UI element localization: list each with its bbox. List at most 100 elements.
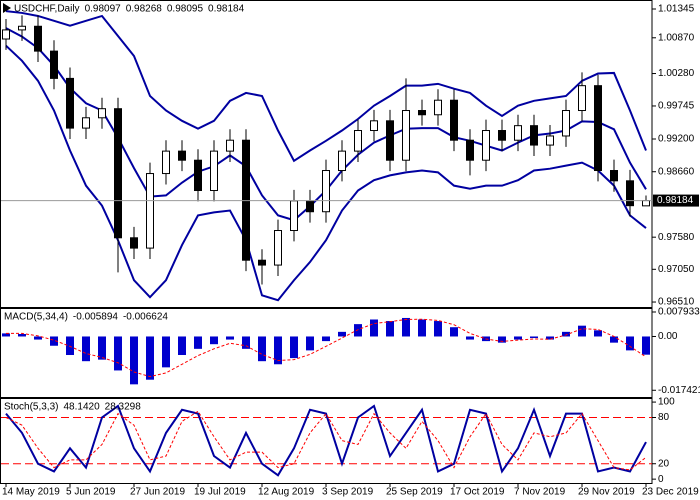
y-tick-label: 0.00 (658, 331, 678, 342)
x-tick-label: 19 Jul 2019 (194, 487, 246, 498)
histogram-bar (178, 336, 186, 356)
candle-body (578, 85, 586, 112)
histogram-bar (530, 336, 538, 339)
candle-body (610, 170, 618, 182)
header-text: MACD(5,34,4) (4, 312, 68, 323)
candle-body (466, 139, 474, 161)
y-tick-label: 0.99200 (658, 134, 695, 145)
histogram-bar (18, 334, 26, 337)
histogram-bar (2, 333, 10, 337)
candle-body (114, 108, 122, 239)
histogram-bar (642, 336, 650, 355)
candle-body (162, 150, 170, 175)
header-text: -0.006624 (123, 312, 168, 323)
histogram-bar (34, 336, 42, 340)
header-text: USDCHF,Daily (14, 4, 80, 15)
candle-body (130, 237, 138, 249)
header-text: 0.98097 (85, 4, 122, 15)
histogram-bar (562, 331, 570, 337)
histogram-bar (82, 336, 90, 362)
x-tick-label: 3 Sep 2019 (322, 487, 374, 498)
y-tick-label: 1.00870 (658, 32, 695, 43)
series-line (5, 44, 647, 302)
candle-body (322, 170, 330, 213)
y-tick-label: 1.00280 (658, 68, 695, 79)
histogram-bar (418, 319, 426, 337)
candle-body (594, 85, 602, 172)
candle-body (210, 150, 218, 192)
x-tick-label: 12 Aug 2019 (258, 487, 315, 498)
candle-body (546, 135, 554, 146)
series-line (5, 404, 647, 477)
histogram-bar (514, 336, 522, 340)
histogram-bar (274, 336, 282, 365)
candle-body (642, 200, 650, 207)
candle-body (354, 130, 362, 152)
panel-frame (0, 308, 653, 398)
current-price-label: 0.98184 (657, 195, 694, 206)
x-tick-label: 7 Nov 2019 (514, 487, 566, 498)
candle-body (226, 139, 234, 152)
histogram-bar (386, 321, 394, 337)
series-line (6, 318, 647, 378)
histogram-bar (258, 336, 266, 362)
symbol-icon (3, 3, 11, 13)
candle-body (562, 110, 570, 137)
series-line (5, 10, 647, 163)
histogram-bar (130, 336, 138, 385)
histogram-bar (290, 336, 298, 359)
x-tick-label: 14 May 2019 (2, 487, 60, 498)
x-tick-label: 25 Sep 2019 (386, 487, 443, 498)
candle-body (82, 117, 90, 129)
histogram-bar (146, 336, 154, 380)
y-tick-label: 0.97050 (658, 264, 695, 275)
current-price-box (653, 194, 699, 207)
candle-body (626, 180, 634, 207)
histogram-bar (114, 336, 122, 371)
candle-body (274, 230, 282, 266)
candle-body (402, 110, 410, 161)
candle-body (498, 130, 506, 141)
histogram-bar (98, 336, 106, 360)
x-tick-label: 29 Nov 2019 (578, 487, 635, 498)
candle-body (370, 120, 378, 132)
y-tick-label: 0.007933 (658, 307, 700, 318)
candle-body (482, 130, 490, 161)
histogram-bar (242, 336, 250, 349)
y-tick-label: 0.98660 (658, 166, 695, 177)
histogram-bar (354, 324, 362, 337)
y-tick-label: 20 (658, 458, 670, 469)
histogram-bar (610, 336, 618, 343)
candle-body (258, 259, 266, 266)
histogram-bar (210, 336, 218, 345)
panel-frame (0, 398, 653, 484)
candle-body (338, 150, 346, 172)
candle-body (514, 125, 522, 141)
histogram-bar (546, 336, 554, 340)
candle-body (50, 50, 58, 79)
x-tick-label: 5 Jun 2019 (66, 487, 116, 498)
histogram-bar (50, 336, 58, 346)
y-tick-label: 0.99745 (658, 101, 695, 112)
candle-body (450, 99, 458, 141)
header-text: 0.98095 (167, 4, 204, 15)
candle-body (98, 108, 106, 119)
histogram-bar (402, 317, 410, 337)
header-text: Stoch(5,3,3) (4, 402, 58, 413)
histogram-bar (226, 336, 234, 340)
header-text: 0.98268 (126, 4, 163, 15)
histogram-bar (322, 336, 330, 342)
candle-body (418, 110, 426, 116)
candle-body (434, 99, 442, 116)
histogram-bar (498, 336, 506, 343)
histogram-bar (338, 331, 346, 337)
y-tick-label: 0 (658, 474, 664, 485)
header-text: 0.98184 (208, 4, 245, 15)
candle-body (194, 159, 202, 192)
histogram-bar (194, 336, 202, 349)
x-tick-label: 17 Oct 2019 (450, 487, 505, 498)
x-tick-label: 27 Jun 2019 (130, 487, 185, 498)
header-text: 48.1420 (63, 402, 100, 413)
candle-body (306, 200, 314, 213)
